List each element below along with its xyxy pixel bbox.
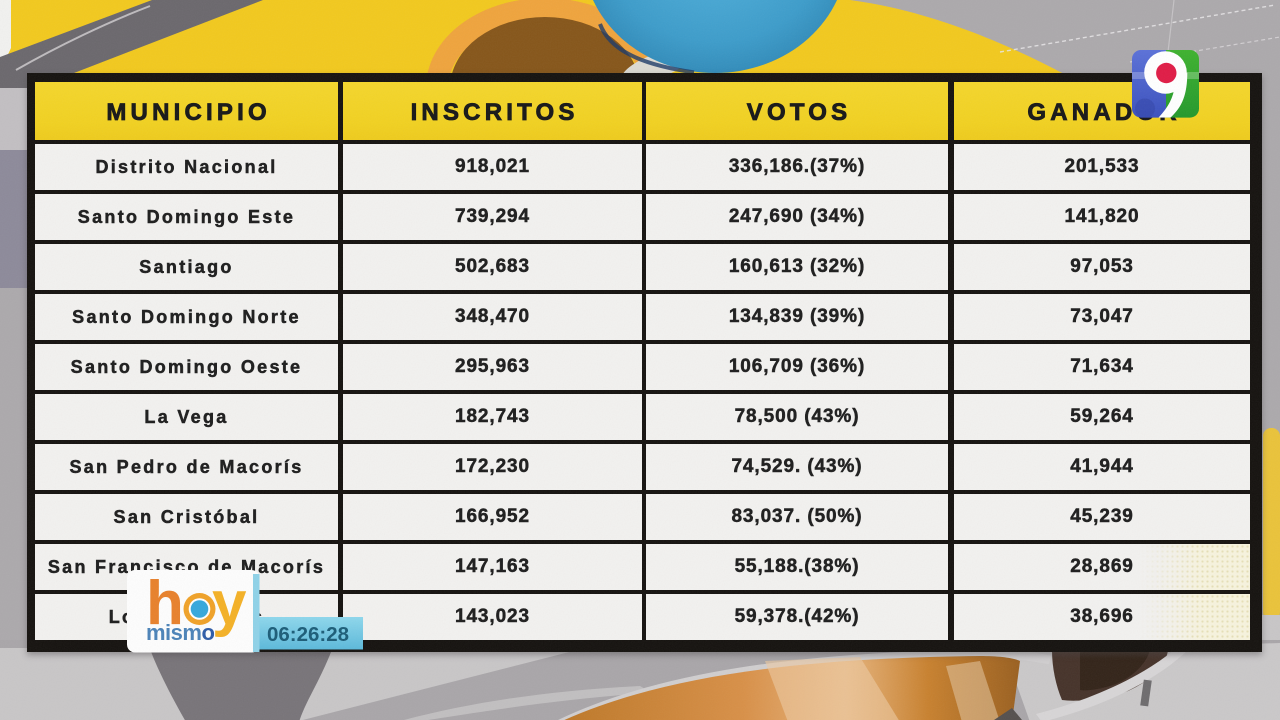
svg-text:06:26:28: 06:26:28: [267, 623, 349, 646]
svg-text:mismo: mismo: [146, 620, 214, 645]
svg-text:y: y: [212, 569, 247, 638]
